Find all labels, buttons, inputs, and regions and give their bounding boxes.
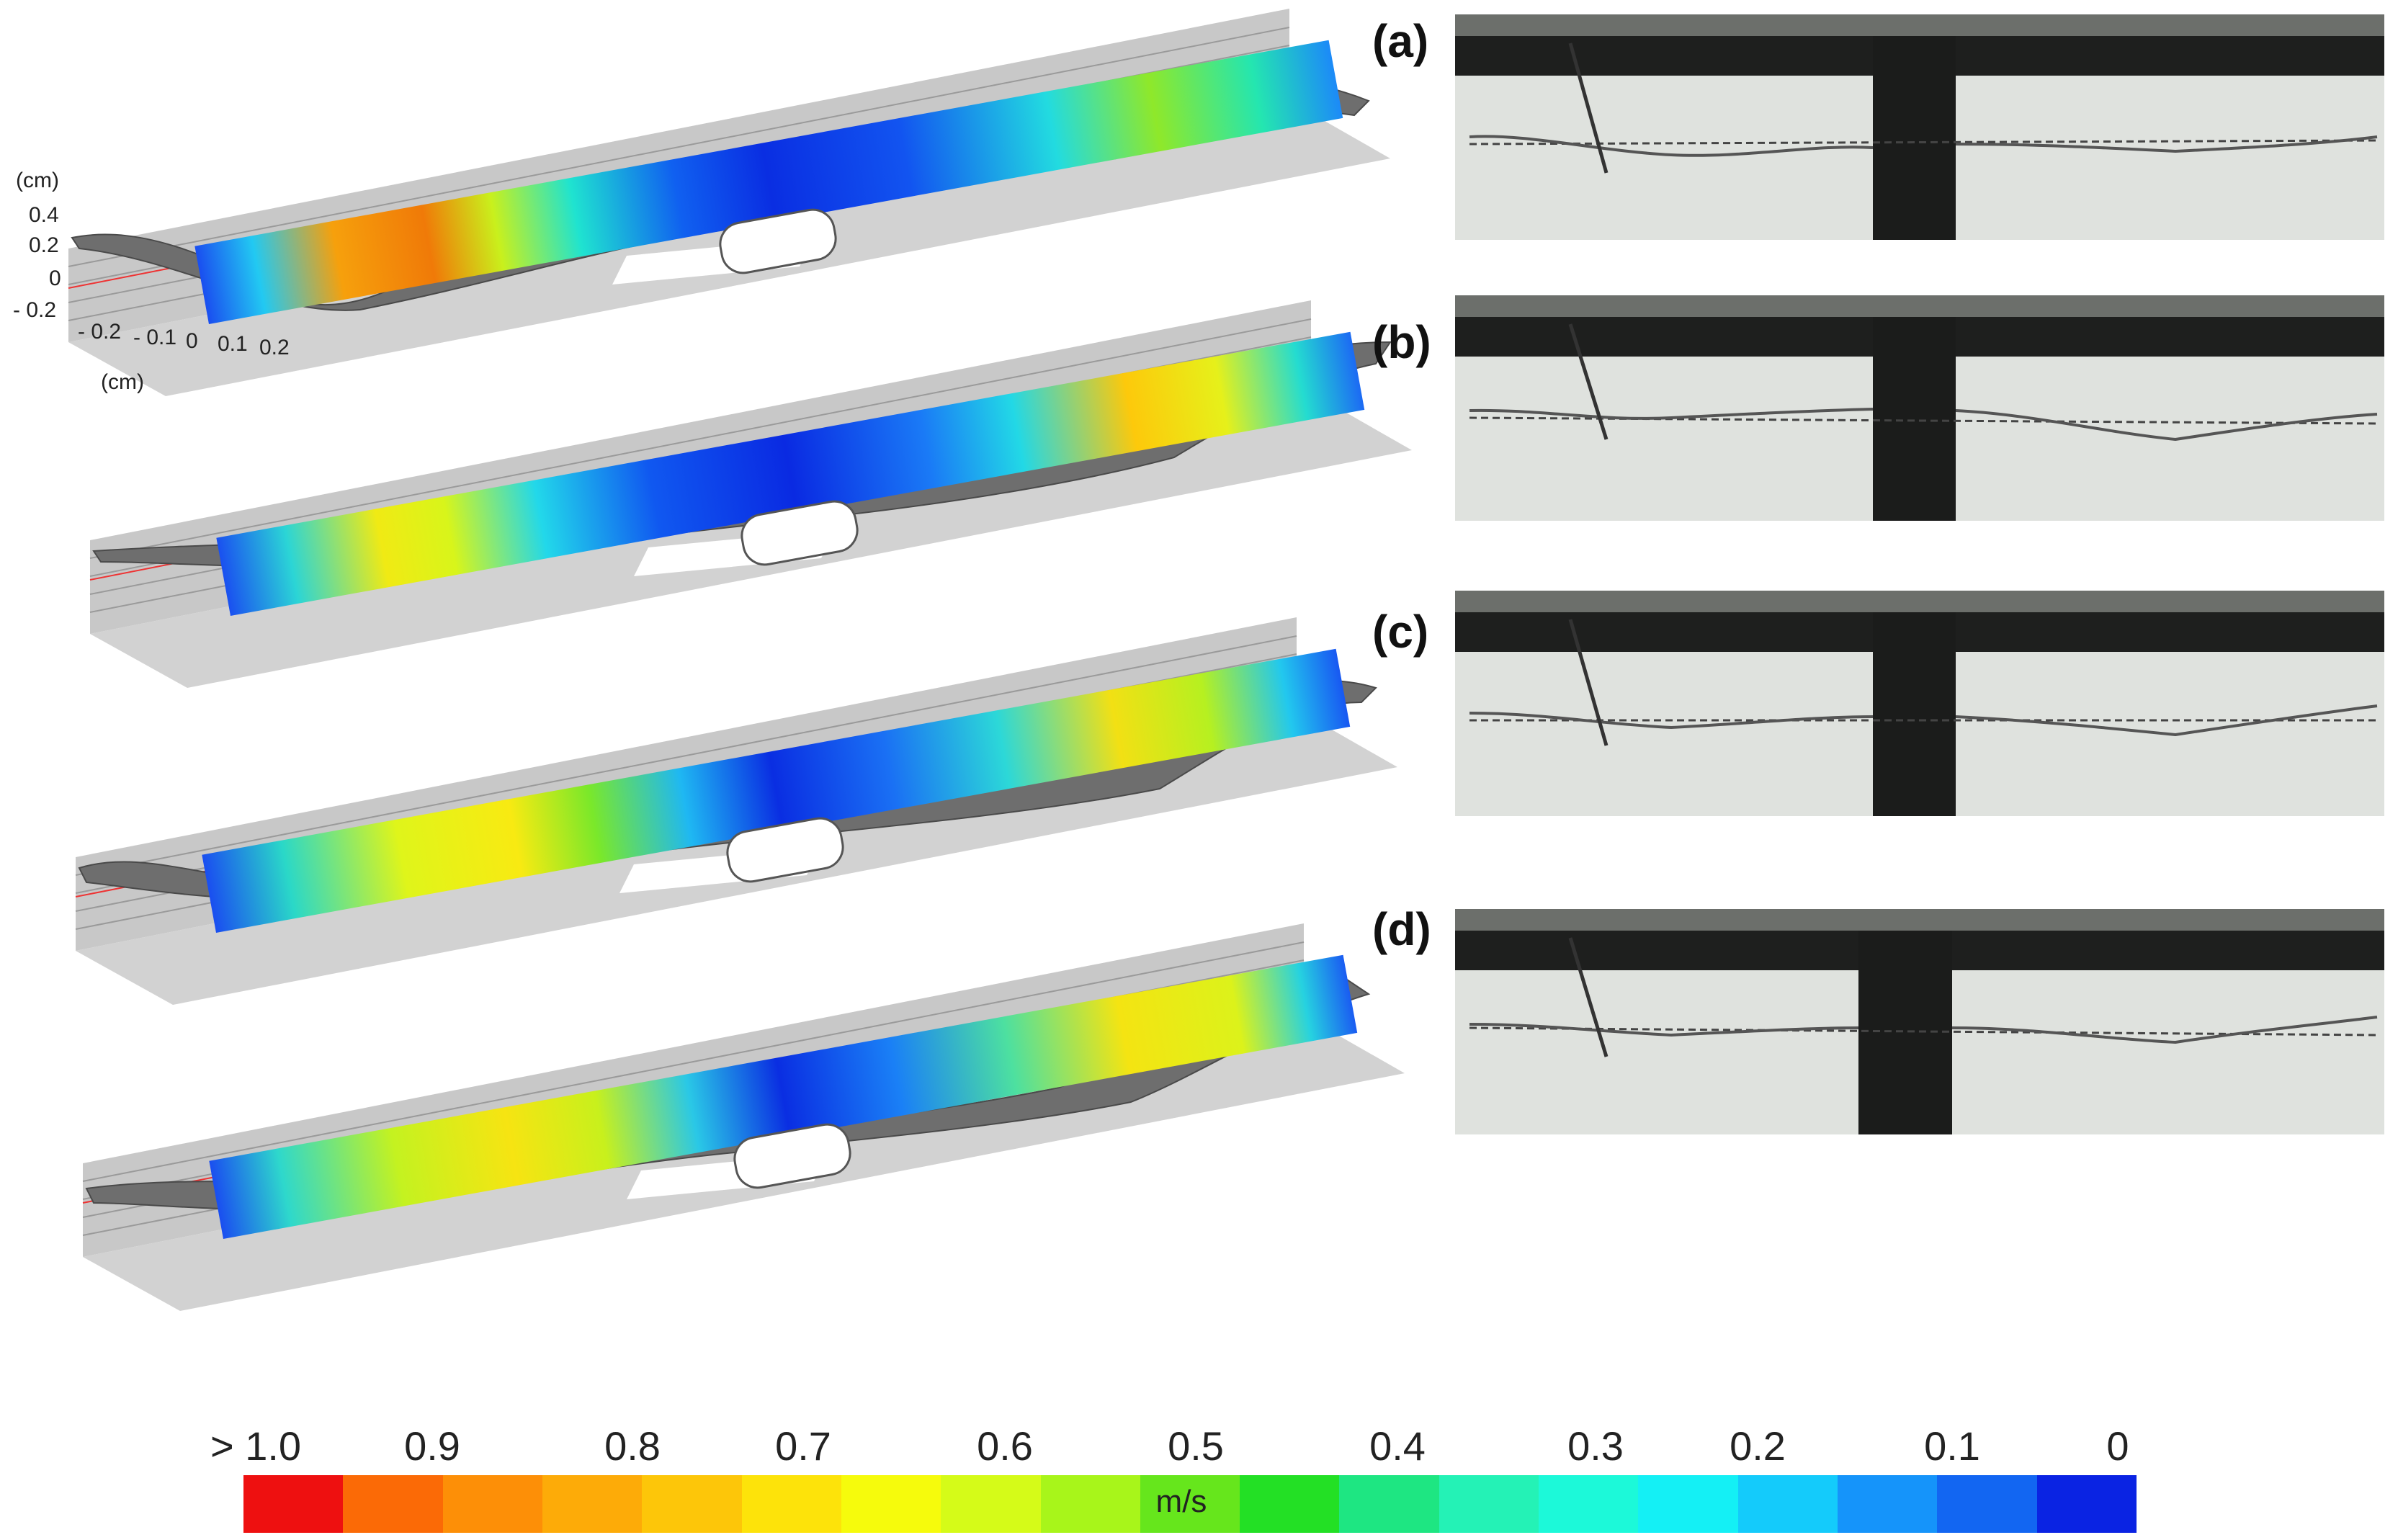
colorbar-tick: 0.9 xyxy=(404,1423,460,1469)
colorbar-tick: 0.7 xyxy=(775,1423,831,1469)
y-unit-label: (cm) xyxy=(101,370,144,394)
colorbar-segment xyxy=(741,1475,841,1533)
z-tick-2: 0 xyxy=(49,267,61,290)
panel-label-d: (d) xyxy=(1372,903,1431,955)
panel-label-a: (a) xyxy=(1372,15,1429,67)
colorbar-tick: > 1.0 xyxy=(210,1423,302,1469)
colorbar-segment xyxy=(1040,1475,1140,1533)
y-tick-3: 0.1 xyxy=(218,332,248,356)
colorbar-tick: 0.6 xyxy=(977,1423,1033,1469)
y-tick-1: - 0.1 xyxy=(133,326,176,349)
gate-block-a xyxy=(719,208,837,274)
panel-label-b: (b) xyxy=(1372,316,1431,368)
panel-label-c: (c) xyxy=(1372,606,1429,658)
colorbar-tick: 0.3 xyxy=(1567,1423,1624,1469)
colorbar-segment xyxy=(2036,1475,2137,1533)
z-tick-3: - 0.2 xyxy=(13,298,56,322)
y-tick-2: 0 xyxy=(186,329,198,353)
colorbar-tick: 0.1 xyxy=(1924,1423,1980,1469)
speed-colorbar xyxy=(243,1475,2137,1533)
speed-field-d xyxy=(209,954,1358,1239)
colorbar-unit: m/s xyxy=(1155,1484,1207,1519)
colorbar-segment xyxy=(343,1475,443,1533)
colorbar-tick: 0.2 xyxy=(1730,1423,1786,1469)
colorbar-segment xyxy=(1937,1475,2037,1533)
colorbar-tick: 0.5 xyxy=(1168,1423,1224,1469)
experiment-photo-d xyxy=(1455,909,2384,1134)
colorbar-segment xyxy=(1539,1475,1639,1533)
colorbar-segment xyxy=(1339,1475,1439,1533)
colorbar-segment xyxy=(1737,1475,1838,1533)
z-unit-label: (cm) xyxy=(16,169,59,192)
colorbar-tick: 0.8 xyxy=(604,1423,661,1469)
z-tick-0: 0.4 xyxy=(29,203,59,227)
colorbar-segment xyxy=(542,1475,643,1533)
y-tick-4: 0.2 xyxy=(259,336,290,359)
y-tick-0: - 0.2 xyxy=(78,320,121,344)
colorbar-tick: 0.4 xyxy=(1369,1423,1426,1469)
colorbar-segment xyxy=(841,1475,941,1533)
z-tick-1: 0.2 xyxy=(29,233,59,257)
surface-plot-b xyxy=(89,300,1412,688)
colorbar-segment xyxy=(1240,1475,1340,1533)
experiment-photo-a xyxy=(1455,14,2384,240)
experiment-photo-b xyxy=(1455,295,2384,521)
speed-field-b xyxy=(216,331,1365,616)
colorbar-segment xyxy=(1439,1475,1539,1533)
surface-plot-a: (cm) 0.4 0.2 0 - 0.2 - 0.2 - 0.1 0 0.1 0… xyxy=(13,9,1390,396)
colorbar-segment xyxy=(941,1475,1041,1533)
speed-field-a xyxy=(194,40,1343,324)
colorbar-segment xyxy=(243,1475,344,1533)
experiment-photo-c xyxy=(1455,591,2384,816)
surface-plot-d xyxy=(82,923,1405,1311)
colorbar-segment xyxy=(1638,1475,1738,1533)
colorbar-tick: 0 xyxy=(2106,1423,2129,1469)
speed-field-c xyxy=(202,648,1351,933)
colorbar-segment xyxy=(442,1475,542,1533)
colorbar-segment xyxy=(1140,1475,1240,1533)
colorbar-segment xyxy=(642,1475,742,1533)
colorbar-segment xyxy=(1838,1475,1938,1533)
surface-plot-c xyxy=(75,617,1397,1005)
